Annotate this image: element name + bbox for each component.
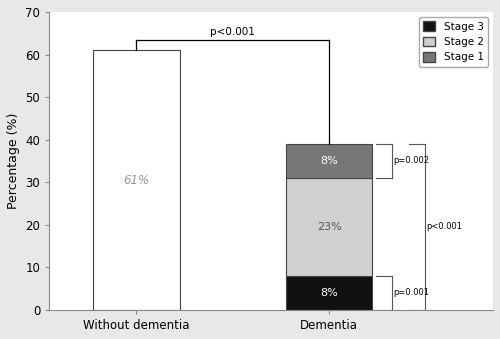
Text: 8%: 8%	[320, 156, 338, 166]
Bar	[286, 276, 372, 310]
Y-axis label: Percentage (%): Percentage (%)	[7, 113, 20, 209]
Text: p=0.001: p=0.001	[394, 288, 430, 298]
Text: p<0.001: p<0.001	[426, 222, 462, 232]
Text: 61%: 61%	[123, 174, 150, 187]
Legend: Stage 3, Stage 2, Stage 1: Stage 3, Stage 2, Stage 1	[418, 17, 488, 66]
Text: p<0.001: p<0.001	[210, 27, 255, 38]
Bar	[93, 50, 180, 310]
Text: 8%: 8%	[320, 288, 338, 298]
Text: p=0.002: p=0.002	[394, 157, 430, 165]
Bar	[286, 178, 372, 276]
Bar	[286, 144, 372, 178]
Text: 23%: 23%	[316, 222, 342, 232]
